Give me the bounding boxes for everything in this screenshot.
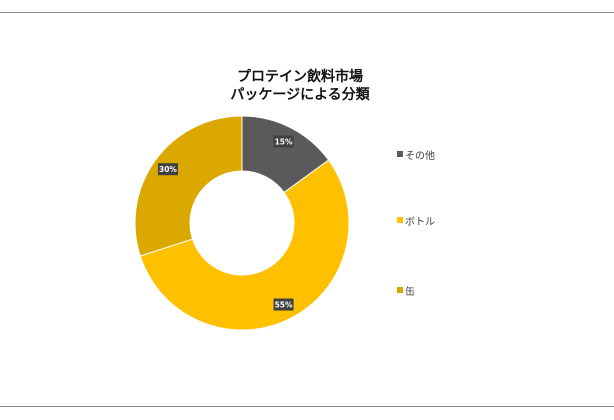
legend-swatch-can [397, 287, 403, 293]
bottom-rule [0, 406, 614, 407]
legend-swatch-other [397, 151, 403, 157]
data-label-bg-bottle [273, 298, 294, 311]
data-label-text-can: 30% [159, 165, 177, 174]
chart-title-line-1: プロテイン飲料市場 [237, 69, 363, 85]
data-label-text-bottle: 55% [275, 301, 293, 310]
legend-item-bottle: ボトル [397, 214, 435, 228]
data-label-bg-other [273, 135, 294, 148]
data-label-bg-can [157, 163, 178, 176]
legend-item-can: 缶 [397, 284, 415, 298]
legend-item-other: その他 [397, 148, 435, 162]
legend-label-other: その他 [405, 150, 435, 162]
chart-title-line-2: パッケージによる分類 [230, 87, 370, 103]
slice-bottle [139, 159, 350, 331]
top-rule [0, 12, 614, 13]
legend-label-can: 缶 [405, 286, 415, 298]
data-label-can: 30% [157, 163, 178, 176]
data-label-text-other: 15% [275, 137, 293, 146]
legend-swatch-bottle [397, 217, 403, 223]
data-label-other: 15% [273, 135, 294, 148]
data-label-bottle: 55% [273, 298, 294, 311]
slice-can [134, 115, 243, 257]
legend-label-bottle: ボトル [405, 216, 435, 228]
